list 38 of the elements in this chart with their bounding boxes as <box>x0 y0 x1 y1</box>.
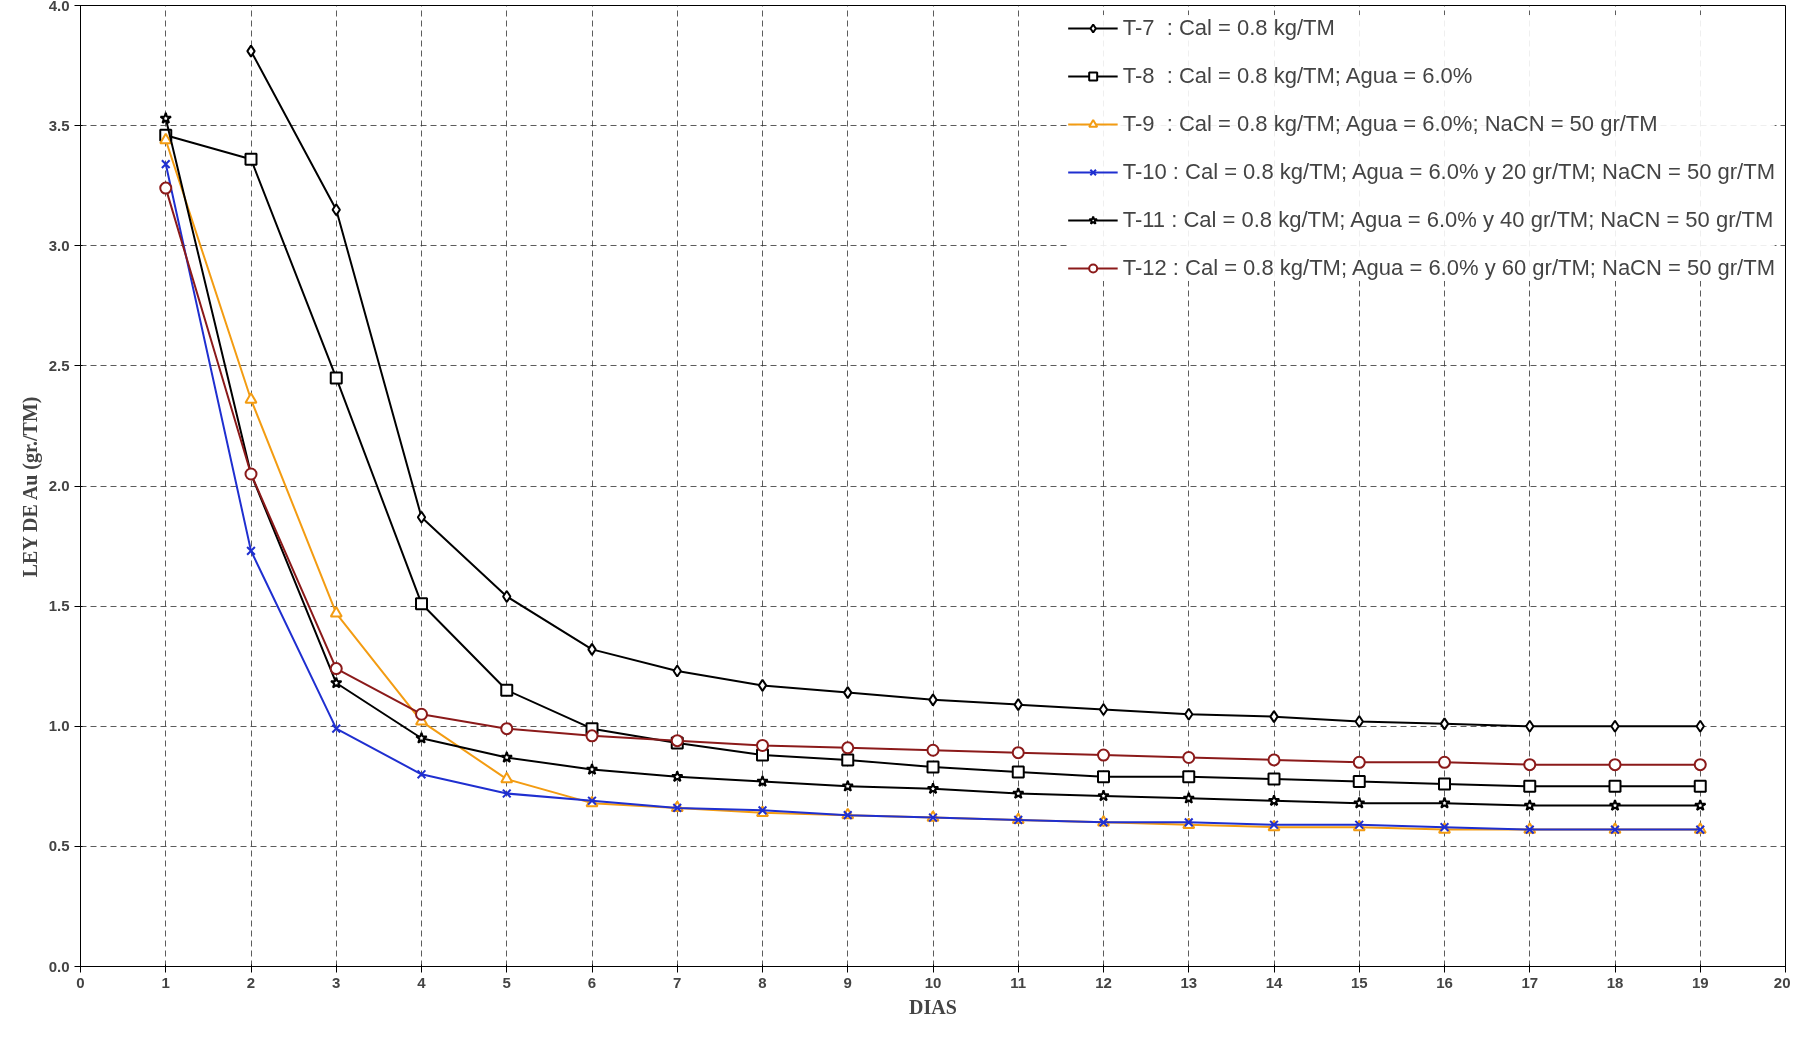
x-tick-label: 19 <box>1691 973 1709 991</box>
y-tick-label: 3.0 <box>48 236 70 254</box>
legend-label: T-10 : Cal = 0.8 kg/TM; Agua = 6.0% y 20 gr/TM; NaCN = 50 gr/TM <box>1122 159 1775 185</box>
x-tick-label: 17 <box>1521 973 1539 991</box>
y-tick-label: 3.5 <box>48 116 70 134</box>
y-tick-label: 0.0 <box>48 957 70 975</box>
y-tick-label: 2.5 <box>48 356 70 374</box>
x-tick-label: 20 <box>1773 973 1791 991</box>
x-tick-label: 10 <box>924 973 942 991</box>
y-tick-label: 1.5 <box>48 597 70 615</box>
x-tick-label: 13 <box>1180 973 1198 991</box>
x-tick-label: 16 <box>1436 973 1453 991</box>
x-axis-title: DIAS <box>909 995 957 1018</box>
x-tick-label: 0 <box>76 973 85 991</box>
x-tick-label: 11 <box>1010 973 1027 991</box>
x-tick-label: 12 <box>1095 973 1112 991</box>
x-tick-label: 9 <box>843 973 852 991</box>
x-tick-label: 3 <box>332 973 341 991</box>
x-tick-label: 2 <box>246 973 256 991</box>
y-tick-label: 0.5 <box>48 837 70 855</box>
y-axis-title: LEY DE Au (gr./TM) <box>18 396 42 578</box>
y-tick-label: 4.0 <box>48 0 70 14</box>
x-tick-label: 1 <box>161 973 170 991</box>
legend-label: T-8 : Cal = 0.8 kg/TM; Agua = 6.0% <box>1122 63 1473 89</box>
x-tick-label: 15 <box>1350 973 1368 991</box>
y-tick-label: 1.0 <box>48 717 70 735</box>
x-tick-label: 7 <box>673 973 682 991</box>
y-tick-label: 2.0 <box>48 477 70 494</box>
legend-label: T-12 : Cal = 0.8 kg/TM; Agua = 6.0% y 60 gr/TM; NaCN = 50 gr/TM <box>1122 255 1775 281</box>
x-tick-label: 5 <box>502 973 511 991</box>
x-tick-label: 18 <box>1606 973 1624 991</box>
legend-label: T-11 : Cal = 0.8 kg/TM; Agua = 6.0% y 40 gr/TM; NaCN = 50 gr/TM <box>1122 207 1774 233</box>
x-tick-label: 6 <box>587 973 597 991</box>
x-tick-label: 4 <box>417 973 427 991</box>
x-tick-label: 8 <box>758 973 767 991</box>
legend-label: T-9 : Cal = 0.8 kg/TM; Agua = 6.0%; NaCN = 50 gr/TM <box>1122 111 1658 137</box>
legend-label: T-7 : Cal = 0.8 kg/TM <box>1122 15 1335 41</box>
x-tick-label: 14 <box>1265 973 1283 991</box>
